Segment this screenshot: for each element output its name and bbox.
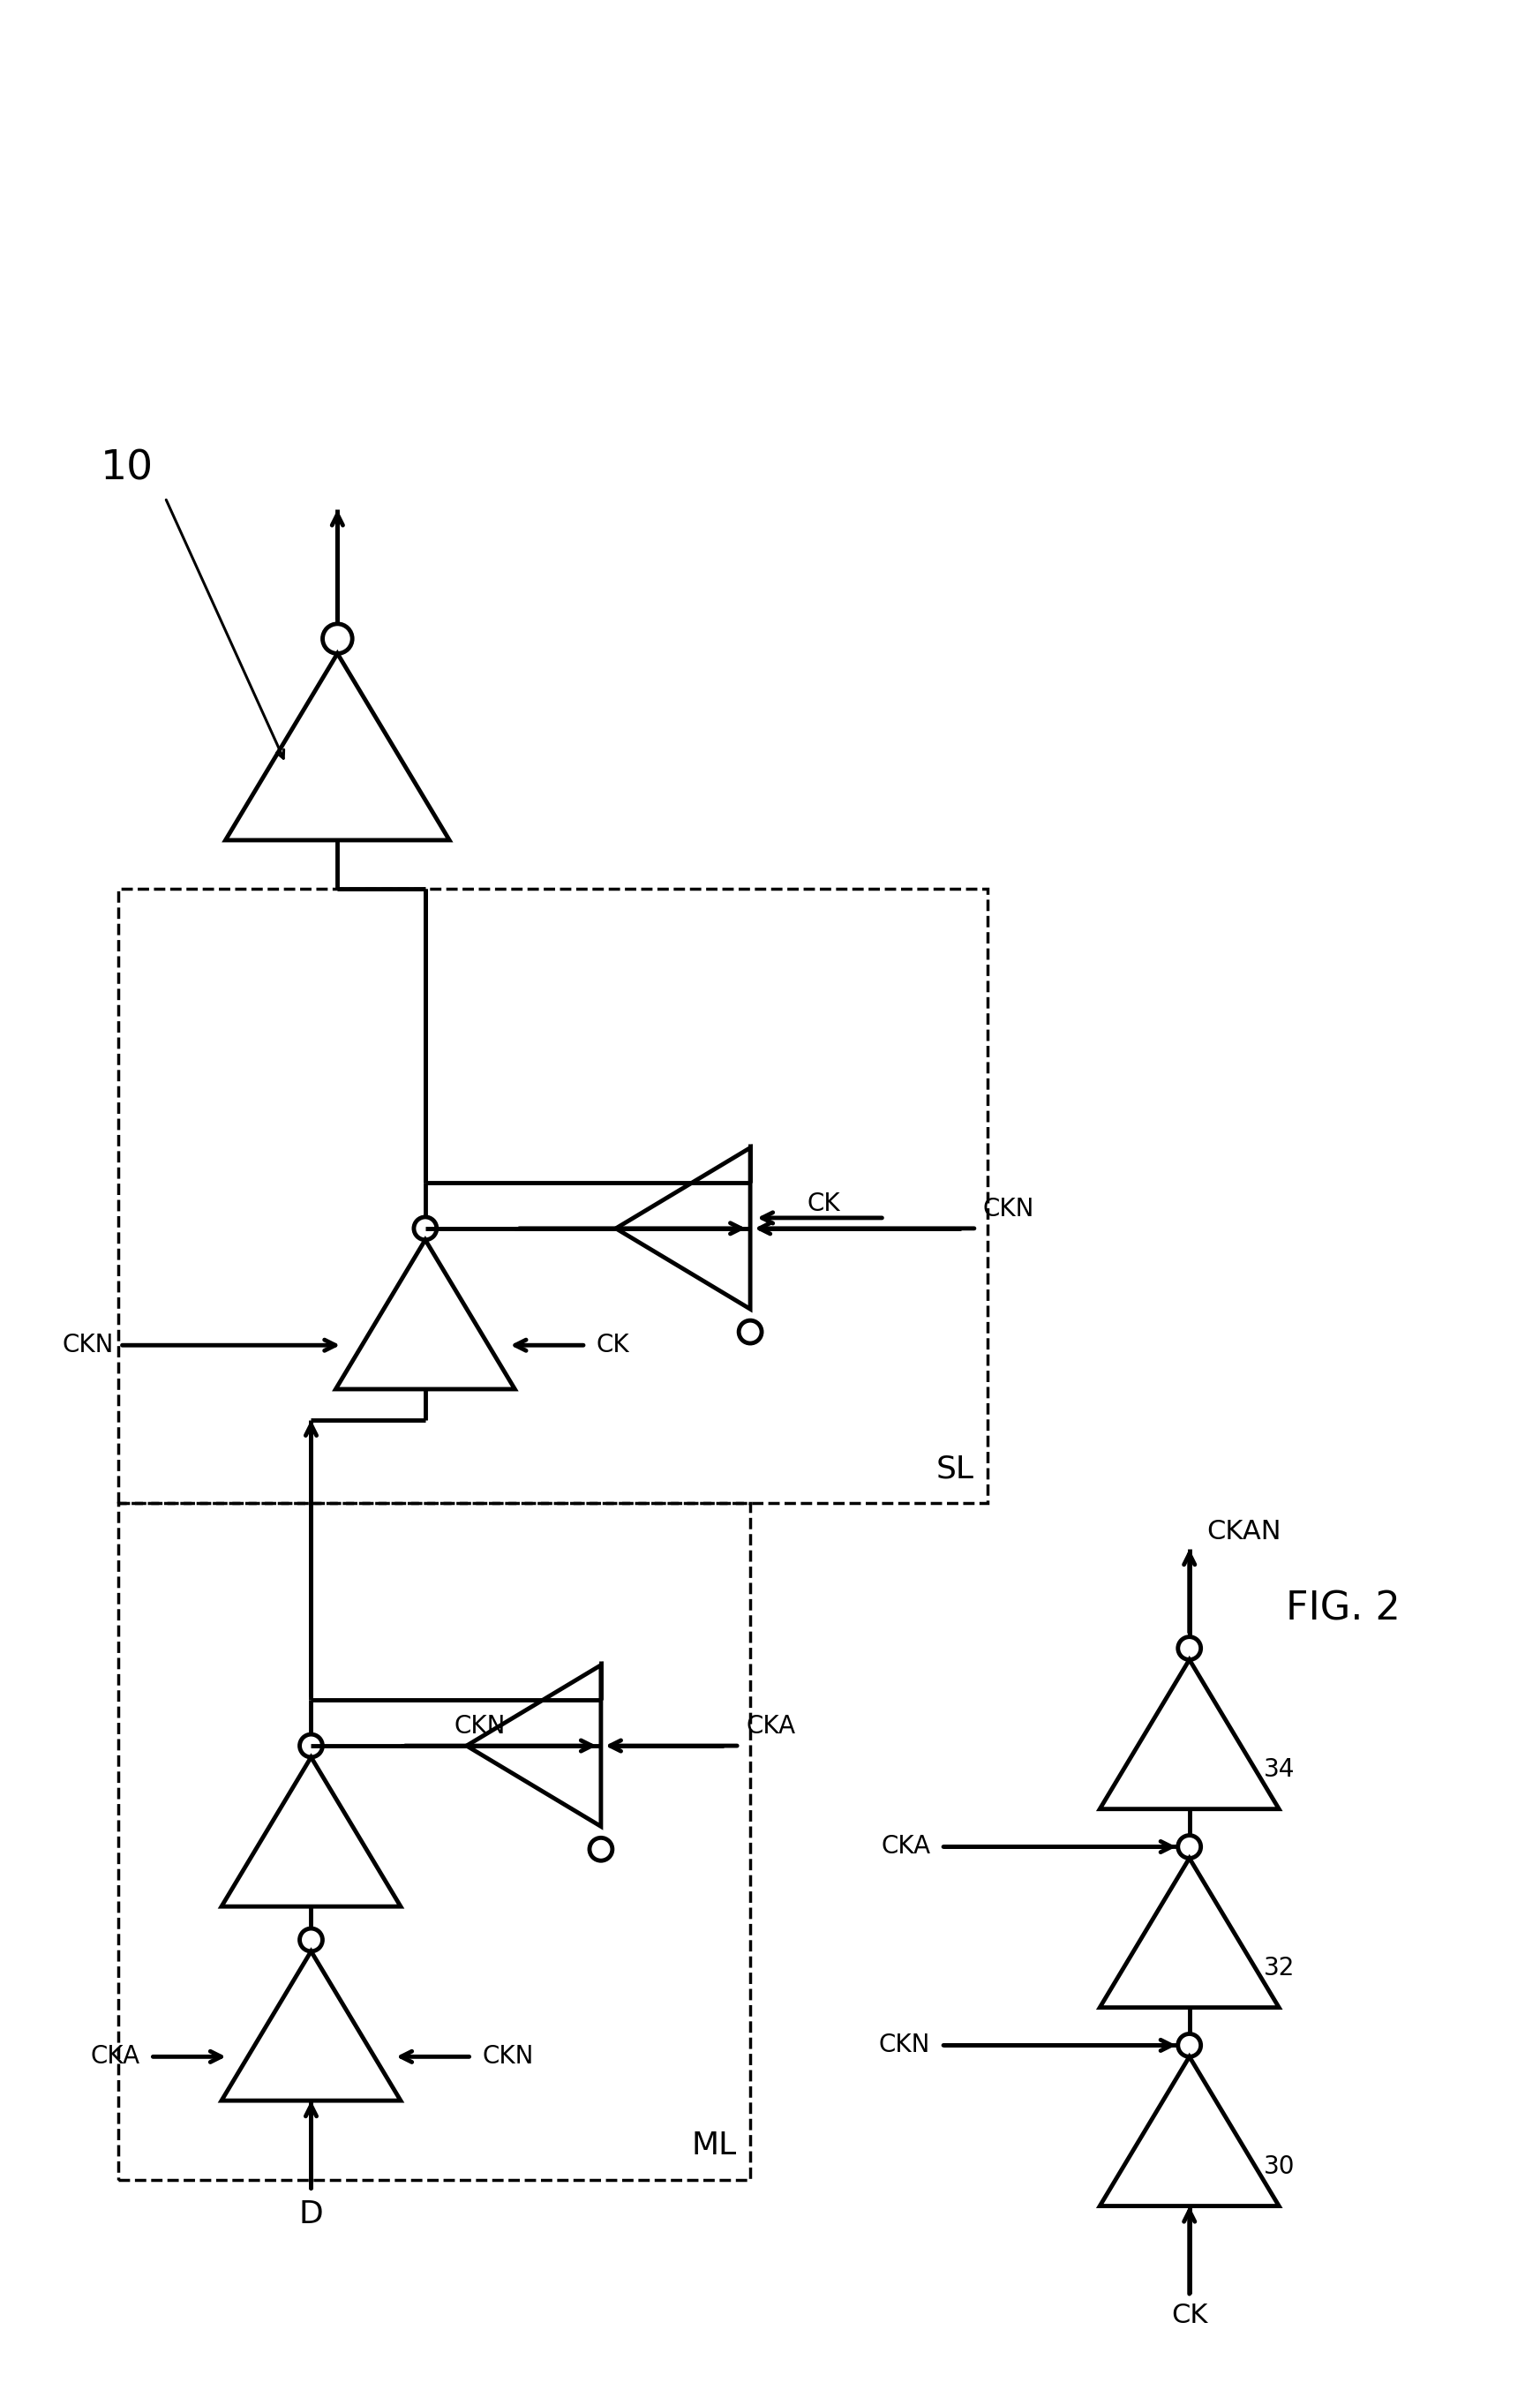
Text: D: D: [299, 2201, 323, 2229]
Text: CKA: CKA: [91, 2044, 140, 2068]
Text: CKN: CKN: [454, 1715, 505, 1739]
Text: ML: ML: [691, 2131, 738, 2160]
Text: CKN: CKN: [879, 2032, 930, 2059]
Text: 10: 10: [100, 450, 152, 488]
Text: FIG. 2: FIG. 2: [1286, 1590, 1400, 1628]
Text: SL: SL: [936, 1455, 975, 1484]
Text: CKA: CKA: [745, 1715, 795, 1739]
Bar: [119, 1503, 750, 2179]
Text: CKN: CKN: [983, 1198, 1035, 1222]
Text: CKAN: CKAN: [1207, 1518, 1281, 1544]
Text: CK: CK: [596, 1332, 630, 1356]
Text: CK: CK: [1170, 2304, 1207, 2328]
Text: CK: CK: [807, 1190, 841, 1217]
Bar: [119, 887, 987, 1503]
Text: CKA: CKA: [881, 1835, 930, 1859]
Text: CKN: CKN: [62, 1332, 114, 1356]
Text: 32: 32: [1264, 1955, 1295, 1979]
Text: 30: 30: [1264, 2155, 1295, 2179]
Text: 34: 34: [1264, 1758, 1295, 1782]
Text: CKN: CKN: [482, 2044, 534, 2068]
